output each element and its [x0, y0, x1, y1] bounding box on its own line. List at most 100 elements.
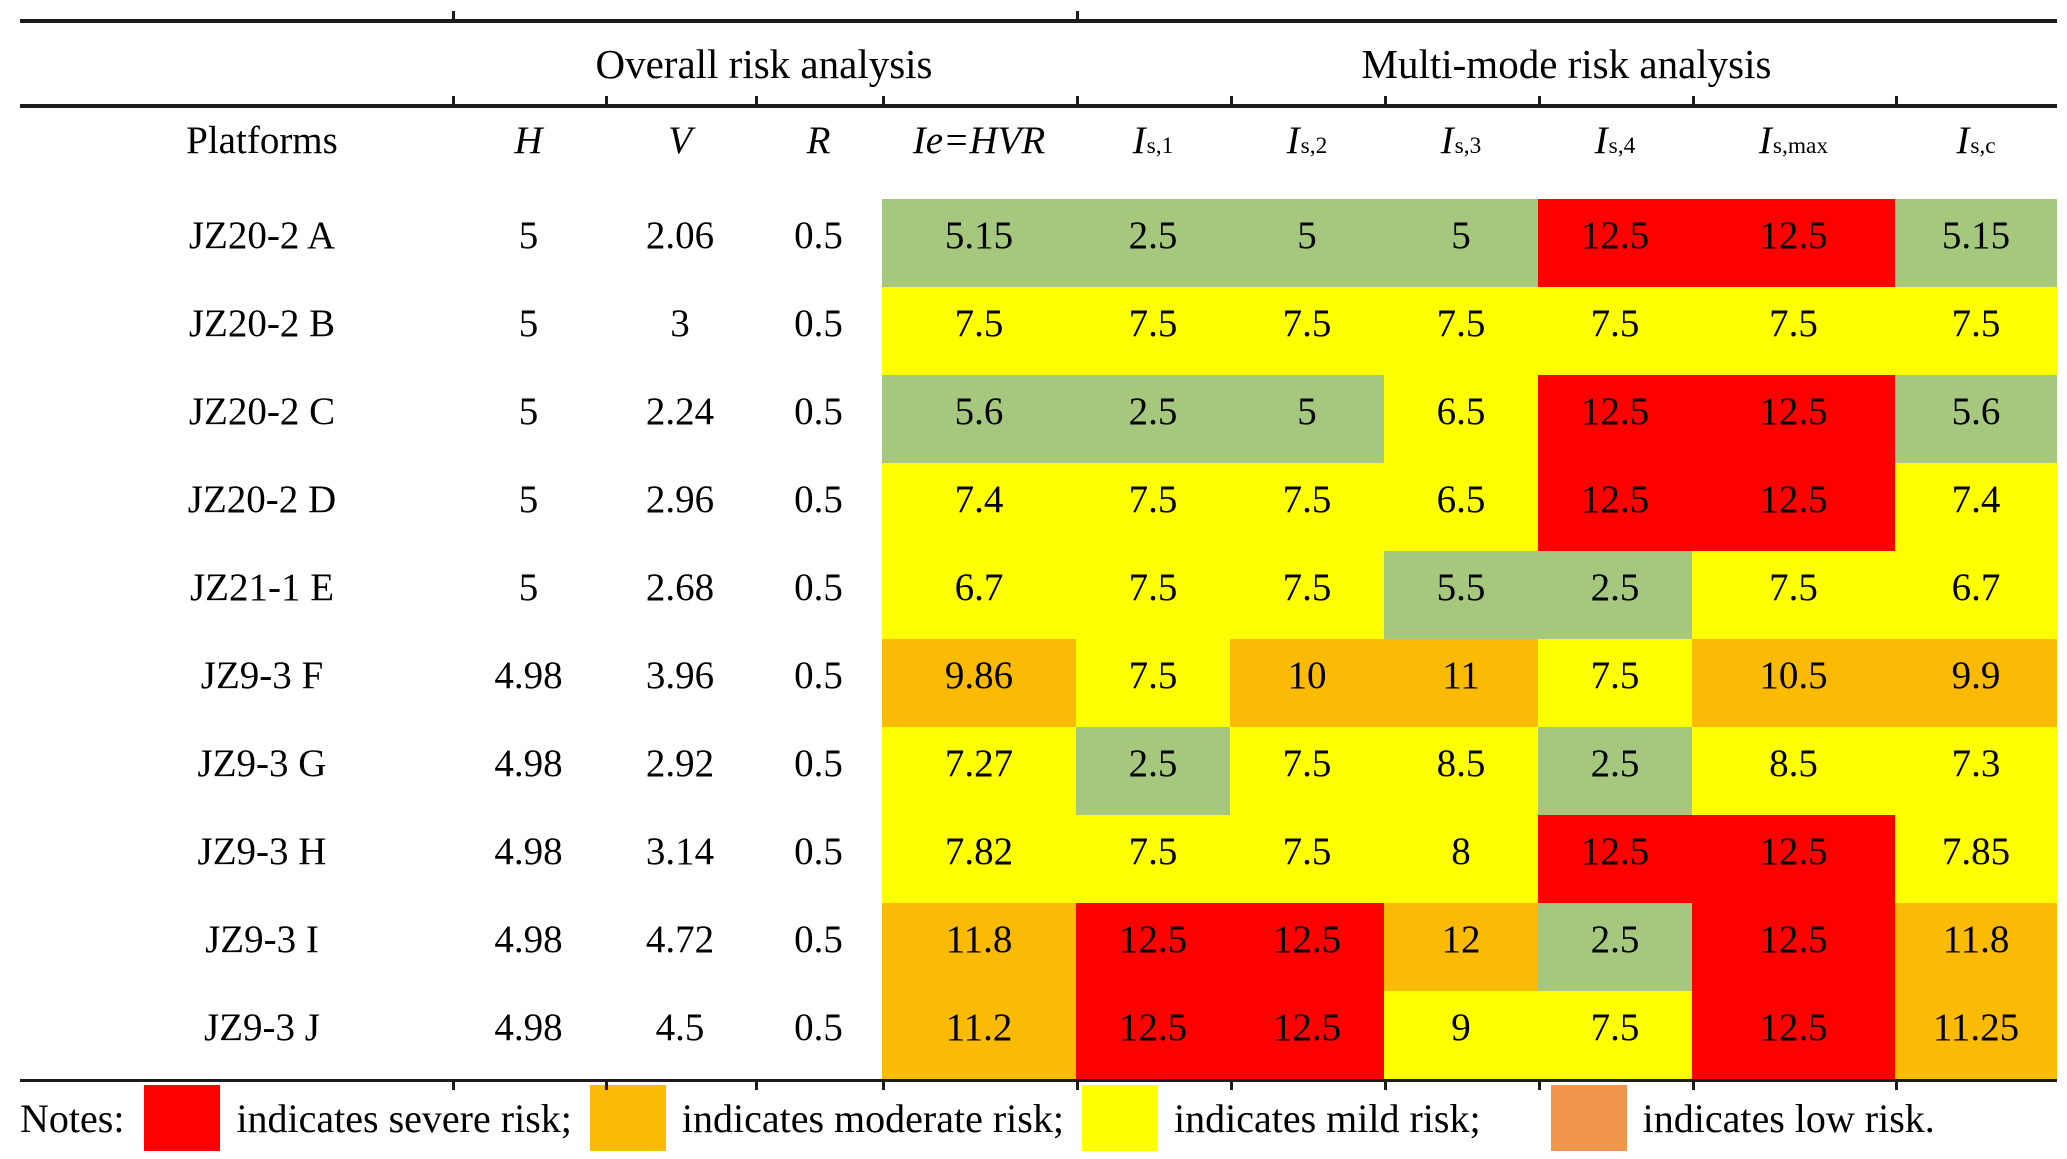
platform-cell: JZ9-3 G [197, 741, 327, 785]
header-rule-tick [755, 96, 758, 105]
value-cell: 5.6 [1895, 375, 2057, 463]
value-cell: 7.5 [1230, 727, 1384, 815]
value-cell: 2.5 [1076, 199, 1230, 287]
platform-cell: JZ9-3 J [204, 1005, 320, 1049]
value-cell: 0.5 [794, 829, 843, 873]
legend-swatch-severe [144, 1085, 221, 1151]
group-header-multimode: Multi-mode risk analysis [1361, 40, 1772, 87]
column-header-h: H [514, 119, 543, 162]
header-rule-tick [1076, 96, 1079, 105]
bottom-rule-tick [755, 1081, 758, 1090]
value-cell: 7.5 [1076, 639, 1230, 727]
value-cell: 2.5 [1076, 727, 1230, 815]
value-cell: 11 [1384, 639, 1538, 727]
value-cell: 7.5 [1230, 815, 1384, 903]
value-cell: 7.5 [1076, 463, 1230, 551]
value-cell: 5 [1230, 375, 1384, 463]
value-cell: 8.5 [1692, 727, 1895, 815]
value-cell: 6.7 [1895, 551, 2057, 639]
legend-text-severe: indicates severe risk; [236, 1095, 572, 1141]
value-cell: 11.2 [882, 991, 1076, 1079]
value-cell: 7.5 [1692, 287, 1895, 375]
value-cell: 12.5 [1538, 463, 1692, 551]
value-cell: 3.96 [645, 653, 715, 697]
legend-text-mild: indicates mild risk; [1173, 1095, 1481, 1141]
value-cell: 7.5 [1230, 463, 1384, 551]
value-cell: 4.5 [655, 1005, 705, 1049]
value-cell: 12.5 [1538, 375, 1692, 463]
legend-swatch-mild [1081, 1085, 1158, 1151]
header-rule-tick [1538, 96, 1541, 105]
value-cell: 12.5 [1692, 991, 1895, 1079]
value-cell: 7.5 [1538, 287, 1692, 375]
value-cell: 5.5 [1384, 551, 1538, 639]
column-header-v: V [668, 119, 692, 162]
bottom-rule-tick [452, 1081, 455, 1090]
top-rule-tick [1076, 11, 1079, 20]
value-cell: 12.5 [1538, 199, 1692, 287]
value-cell: 2.24 [645, 389, 715, 433]
value-cell: 7.5 [1076, 287, 1230, 375]
value-cell: 11.8 [882, 903, 1076, 991]
value-cell: 2.06 [645, 213, 715, 257]
value-cell: 0.5 [794, 213, 843, 257]
value-cell: 9.86 [882, 639, 1076, 727]
bottom-rule-tick [605, 1081, 608, 1090]
value-cell: 7.5 [1538, 639, 1692, 727]
value-cell: 0.5 [794, 917, 843, 961]
value-cell: 12.5 [1230, 991, 1384, 1079]
header-rule-tick [1230, 96, 1233, 105]
value-cell: 12.5 [1692, 375, 1895, 463]
value-cell: 0.5 [794, 653, 843, 697]
value-cell: 2.5 [1538, 551, 1692, 639]
value-cell: 7.4 [1895, 463, 2057, 551]
legend-swatch-low [1550, 1085, 1627, 1151]
bottom-rule-tick [1538, 1081, 1541, 1090]
value-cell: 2.68 [645, 565, 715, 609]
value-cell: 7.85 [1895, 815, 2057, 903]
value-cell: 5 [518, 213, 539, 257]
value-cell: 0.5 [794, 301, 843, 345]
bottom-rule-tick [1692, 1081, 1695, 1090]
platform-cell: JZ20-2 A [188, 213, 336, 257]
platform-cell: JZ20-2 C [188, 389, 336, 433]
value-cell: 12.5 [1076, 903, 1230, 991]
value-cell: 7.27 [882, 727, 1076, 815]
value-cell: 2.5 [1538, 727, 1692, 815]
value-cell: 5 [1230, 199, 1384, 287]
value-cell: 12.5 [1692, 903, 1895, 991]
value-cell: 8.5 [1384, 727, 1538, 815]
value-cell: 10.5 [1692, 639, 1895, 727]
value-cell: 7.4 [882, 463, 1076, 551]
header-rule-tick [1692, 96, 1695, 105]
value-cell: 5.6 [882, 375, 1076, 463]
value-cell: 7.5 [1384, 287, 1538, 375]
value-cell: 12.5 [1076, 991, 1230, 1079]
bottom-rule-tick [1895, 1081, 1898, 1090]
value-cell: 6.5 [1384, 463, 1538, 551]
value-cell: 5 [518, 389, 539, 433]
value-cell: 9.9 [1895, 639, 2057, 727]
bottom-rule-tick [882, 1081, 885, 1090]
value-cell: 2.92 [645, 741, 715, 785]
table-header-rule [20, 104, 2057, 108]
header-rule-tick [1384, 96, 1387, 105]
value-cell: 3 [670, 301, 690, 345]
value-cell: 5.15 [882, 199, 1076, 287]
value-cell: 7.5 [882, 287, 1076, 375]
value-cell: 7.3 [1895, 727, 2057, 815]
legend-text-moderate: indicates moderate risk; [681, 1095, 1064, 1141]
value-cell: 6.7 [882, 551, 1076, 639]
value-cell: 12.5 [1538, 815, 1692, 903]
column-header-r: R [806, 119, 831, 162]
header-rule-tick [605, 96, 608, 105]
platform-cell: JZ9-3 H [197, 829, 327, 873]
value-cell: 5 [518, 477, 539, 521]
value-cell: 10 [1230, 639, 1384, 727]
value-cell: 3.14 [645, 829, 715, 873]
